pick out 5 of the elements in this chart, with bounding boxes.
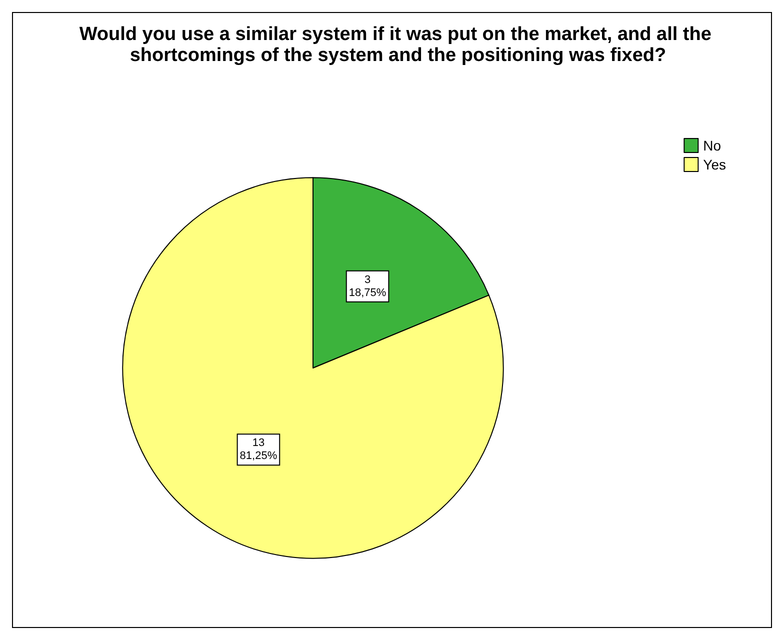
legend-label: Yes bbox=[703, 156, 726, 172]
legend-label: No bbox=[703, 138, 722, 154]
chart-title: Would you use a similar system if it was put on the market, and all the shortcomings of the system and the positioning was fixed? bbox=[79, 24, 717, 66]
data-label: 13 81,25% bbox=[240, 437, 278, 462]
data-label: 3 18,75% bbox=[348, 274, 386, 299]
